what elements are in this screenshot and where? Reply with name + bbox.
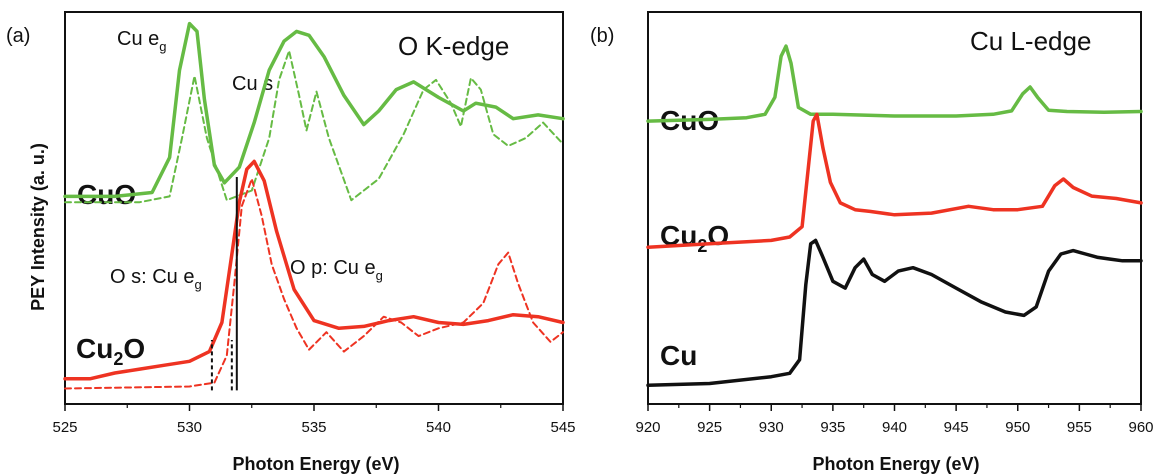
panel-a: (a) O K-edge PEY Intensity (a. u.) Photo… [6, 11, 576, 474]
series-line-cu2o-solid [646, 112, 1143, 249]
series-line-cuo-solid [63, 21, 565, 199]
x-tick-label: 950 [1005, 419, 1030, 436]
x-tick-label: 960 [1128, 419, 1153, 436]
x-tick-label: 530 [177, 419, 202, 436]
x-tick-label: 545 [550, 419, 575, 436]
annotation-o-p-cu-eg: O p: Cu eg [290, 257, 383, 283]
panel-a-label: (a) [6, 25, 30, 47]
x-tick-label: 535 [301, 419, 326, 436]
x-tick-label: 955 [1067, 419, 1092, 436]
x-tick-label: 940 [882, 419, 907, 436]
x-tick-label: 935 [820, 419, 845, 436]
x-tick-label: 525 [52, 419, 77, 436]
series-label-cu-b: Cu [660, 340, 697, 371]
series-line-cu-solid [646, 238, 1143, 388]
panel-a-title: O K-edge [398, 31, 509, 61]
x-tick-label: 540 [426, 419, 451, 436]
x-tick-label: 925 [697, 419, 722, 436]
series-line-cuo-solid [646, 44, 1143, 123]
panel-b: (b) Cu L-edge Photon Energy (eV) CuO Cu2… [590, 11, 1154, 474]
series-line-cu2o-dashed [64, 177, 564, 390]
x-tick-label: 930 [759, 419, 784, 436]
panel-a-y-axis-title: PEY Intensity (a. u.) [28, 143, 48, 311]
panel-a-x-axis-title: Photon Energy (eV) [232, 454, 399, 474]
x-tick-label: 920 [635, 419, 660, 436]
annotation-cu-eg: Cu eg [117, 28, 166, 54]
plot-frame [647, 11, 1142, 405]
series-line-cuo-dashed [64, 49, 564, 204]
panel-b-label: (b) [590, 25, 614, 47]
panel-b-x-axis-title: Photon Energy (eV) [812, 454, 979, 474]
annotation-o-s-cu-eg: O s: Cu eg [110, 266, 202, 292]
series-label-cu2o-b: Cu2O [660, 220, 729, 256]
panel-b-title: Cu L-edge [970, 26, 1091, 56]
series-label-cu2o-a: Cu2O [76, 333, 145, 369]
x-tick-label: 945 [944, 419, 969, 436]
